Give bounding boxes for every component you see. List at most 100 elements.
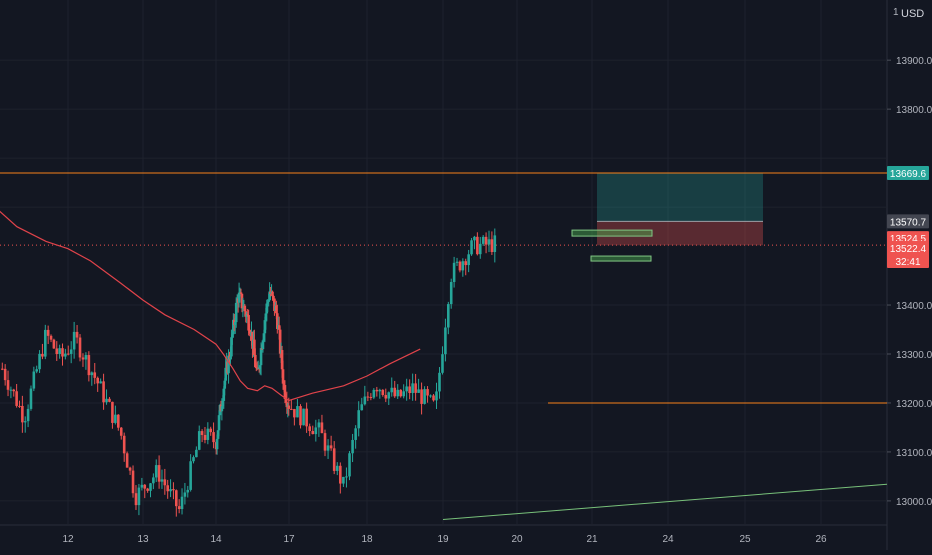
candle-body bbox=[326, 445, 330, 451]
candle-body bbox=[375, 389, 379, 392]
candle-body bbox=[229, 356, 232, 360]
current-price-label: 13522.4 bbox=[890, 244, 927, 255]
candle-body bbox=[143, 484, 147, 489]
candle-body bbox=[271, 291, 274, 296]
level-lines bbox=[0, 172, 888, 521]
countdown-label: 32:41 bbox=[895, 257, 920, 268]
candle-body bbox=[3, 368, 7, 381]
candle-body bbox=[282, 383, 286, 386]
candle-body bbox=[180, 496, 184, 510]
candle-body bbox=[272, 295, 275, 299]
candle-body bbox=[280, 350, 284, 370]
trendline bbox=[442, 483, 888, 521]
candle-body bbox=[261, 340, 265, 350]
candle-body bbox=[66, 353, 70, 355]
candle-body bbox=[426, 389, 429, 396]
stop-zone bbox=[597, 221, 763, 246]
candle-body bbox=[452, 262, 456, 283]
candle-body bbox=[399, 389, 402, 397]
candle-body bbox=[131, 470, 135, 494]
candle-body bbox=[281, 369, 285, 384]
candle-body bbox=[192, 457, 195, 462]
candle-body bbox=[58, 348, 61, 355]
candle-body bbox=[449, 282, 453, 305]
candle-body bbox=[99, 381, 102, 384]
candle-body bbox=[296, 406, 299, 418]
candle-body bbox=[478, 243, 482, 255]
candle-body bbox=[105, 398, 108, 403]
candle-body bbox=[369, 396, 373, 398]
candle-body bbox=[216, 430, 220, 439]
candle-body bbox=[137, 487, 141, 506]
candle-body bbox=[351, 439, 354, 454]
x-tick-label: 20 bbox=[511, 534, 523, 545]
candle-body bbox=[169, 489, 172, 492]
candle-body bbox=[285, 402, 289, 408]
candle-body bbox=[81, 357, 85, 360]
time-axis[interactable]: 12 13 14 17 18 19 20 21 24 25 26 bbox=[62, 534, 827, 545]
candle-body bbox=[284, 398, 288, 403]
y-tick-label: 13000.0 bbox=[896, 497, 932, 508]
candle-body bbox=[87, 355, 91, 376]
candle-body bbox=[175, 490, 178, 507]
candle-body bbox=[414, 383, 417, 393]
candle-body bbox=[332, 448, 336, 471]
candle-body bbox=[186, 489, 190, 493]
candle-body bbox=[230, 337, 233, 357]
x-tick-label: 19 bbox=[437, 534, 449, 545]
candle-body bbox=[231, 334, 234, 338]
candle-body bbox=[224, 367, 227, 381]
candle-body bbox=[52, 339, 56, 349]
candle-body bbox=[360, 404, 364, 411]
candle-body bbox=[335, 465, 339, 471]
candle-body bbox=[262, 333, 266, 341]
candle-body bbox=[237, 292, 241, 303]
moving-average-line bbox=[0, 210, 421, 402]
candle-body bbox=[387, 392, 391, 399]
candle-body bbox=[111, 401, 114, 423]
candle-body bbox=[232, 319, 235, 335]
stop-price-label: 13524.5 bbox=[890, 234, 927, 245]
x-tick-label: 24 bbox=[662, 534, 674, 545]
price-axis[interactable]: 1 USD 13000.0 13100.0 13200.0 13300.0 13400.… bbox=[887, 7, 932, 508]
candle-body bbox=[96, 377, 99, 384]
candle-body bbox=[268, 291, 271, 301]
candle-body bbox=[273, 298, 276, 311]
currency-prefix: 1 bbox=[893, 7, 899, 18]
candle-body bbox=[223, 380, 227, 389]
candle-body bbox=[61, 348, 64, 357]
candle-body bbox=[163, 479, 167, 486]
candle-body bbox=[217, 415, 221, 431]
candle-body bbox=[323, 433, 327, 451]
candle-body bbox=[75, 331, 79, 338]
candle-body bbox=[239, 292, 243, 294]
candle-body bbox=[172, 489, 175, 491]
candle-body bbox=[302, 408, 305, 426]
candle-body bbox=[240, 293, 244, 309]
candle-body bbox=[464, 261, 468, 266]
candle-body bbox=[222, 388, 226, 401]
candle-body bbox=[18, 405, 21, 407]
candle-body bbox=[215, 438, 219, 450]
candle-body bbox=[197, 431, 201, 450]
candle-body bbox=[32, 371, 36, 389]
candle-body bbox=[183, 492, 187, 497]
candle-body bbox=[254, 367, 258, 369]
candle-body bbox=[287, 405, 291, 409]
candle-body bbox=[245, 314, 249, 317]
candle-body bbox=[461, 261, 465, 271]
candle-body bbox=[366, 396, 370, 398]
x-tick-label: 17 bbox=[283, 534, 295, 545]
candle-body bbox=[128, 467, 132, 471]
candle-body bbox=[38, 353, 41, 370]
moving-average bbox=[0, 210, 421, 402]
candle-body bbox=[72, 331, 76, 350]
candle-body bbox=[402, 391, 405, 397]
target-price-label-bg bbox=[887, 165, 929, 180]
candle-body bbox=[114, 414, 117, 423]
currency-label[interactable]: USD bbox=[901, 8, 924, 20]
candle-body bbox=[157, 465, 161, 482]
candle-body bbox=[154, 465, 158, 478]
